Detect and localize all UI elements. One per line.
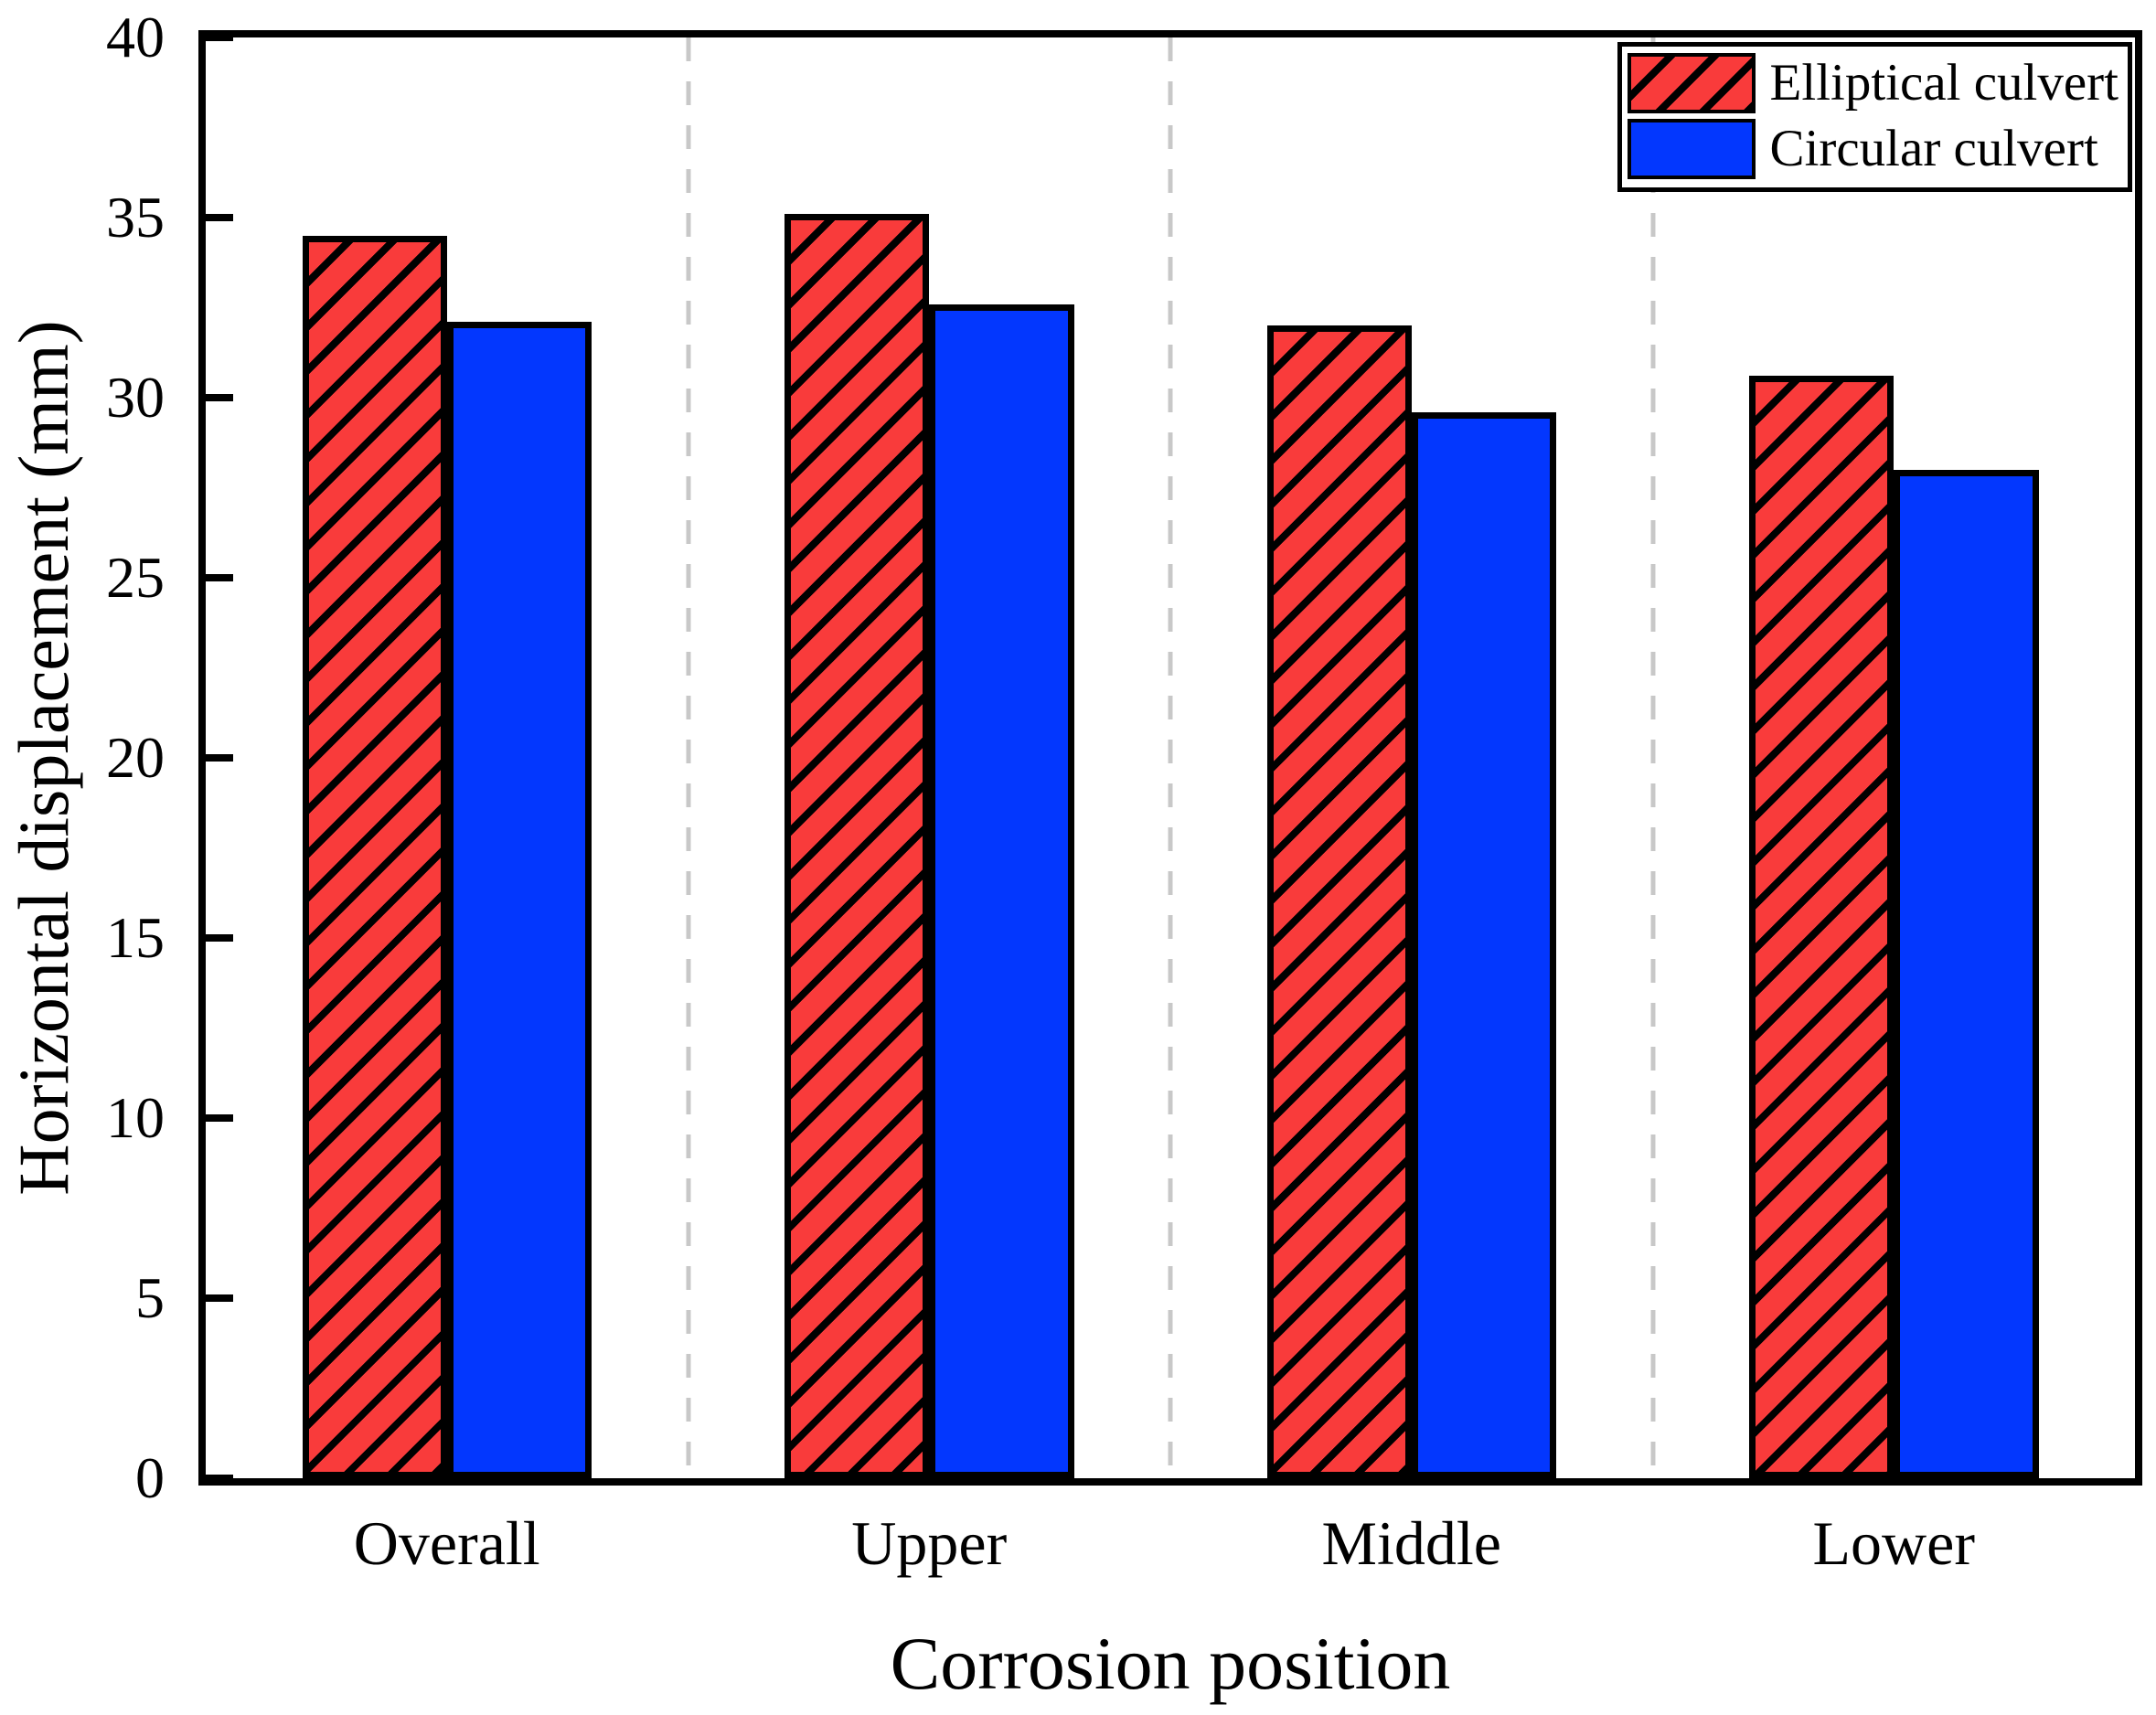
y-tick-mark-25 [206,574,233,581]
bar-elliptical-culvert-middle [1266,325,1412,1478]
y-tick-mark-40 [206,34,233,41]
bar-circular-culvert-middle [1411,411,1556,1478]
bar-elliptical-culvert-upper [784,214,930,1478]
y-tick-mark-35 [206,214,233,221]
bar-circular-culvert-upper [929,304,1074,1478]
legend-swatch-circular-solid [1627,119,1756,179]
gridline-3 [1650,37,1655,1478]
y-tick-mark-30 [206,394,233,401]
y-tick-label-40: 40 [106,5,165,69]
x-axis-title: Corrosion position [890,1622,1451,1705]
y-tick-label-30: 30 [106,365,165,430]
plot-area: Elliptical culvert Circular culvert [198,30,2142,1486]
y-tick-label-10: 10 [106,1085,165,1150]
category-label-middle: Middle [1321,1508,1501,1578]
legend-label-circular: Circular culvert [1769,120,2098,177]
bar-circular-culvert-overall [446,322,592,1478]
legend-row-circular: Circular culvert [1627,116,2119,182]
y-tick-label-25: 25 [106,545,165,610]
y-tick-mark-10 [206,1114,233,1122]
y-tick-label-5: 5 [135,1265,165,1330]
y-tick-label-35: 35 [106,185,165,250]
y-tick-mark-0 [206,1475,233,1482]
category-label-upper: Upper [851,1508,1008,1578]
y-tick-mark-5 [206,1294,233,1302]
legend-label-elliptical: Elliptical culvert [1769,54,2119,112]
bar-elliptical-culvert-overall [302,235,447,1478]
legend-row-elliptical: Elliptical culvert [1627,50,2119,116]
y-tick-label-20: 20 [106,725,165,790]
gridline-1 [686,37,690,1478]
y-tick-mark-15 [206,934,233,942]
y-tick-label-0: 0 [135,1445,165,1510]
y-tick-label-15: 15 [106,905,165,970]
category-label-overall: Overall [353,1508,540,1578]
gridline-2 [1168,37,1173,1478]
legend: Elliptical culvert Circular culvert [1617,42,2132,192]
bar-circular-culvert-lower [1894,469,2039,1478]
legend-swatch-elliptical-hatched [1627,53,1756,113]
bar-elliptical-culvert-lower [1749,376,1895,1478]
y-tick-mark-20 [206,754,233,762]
category-label-lower: Lower [1812,1508,1975,1578]
